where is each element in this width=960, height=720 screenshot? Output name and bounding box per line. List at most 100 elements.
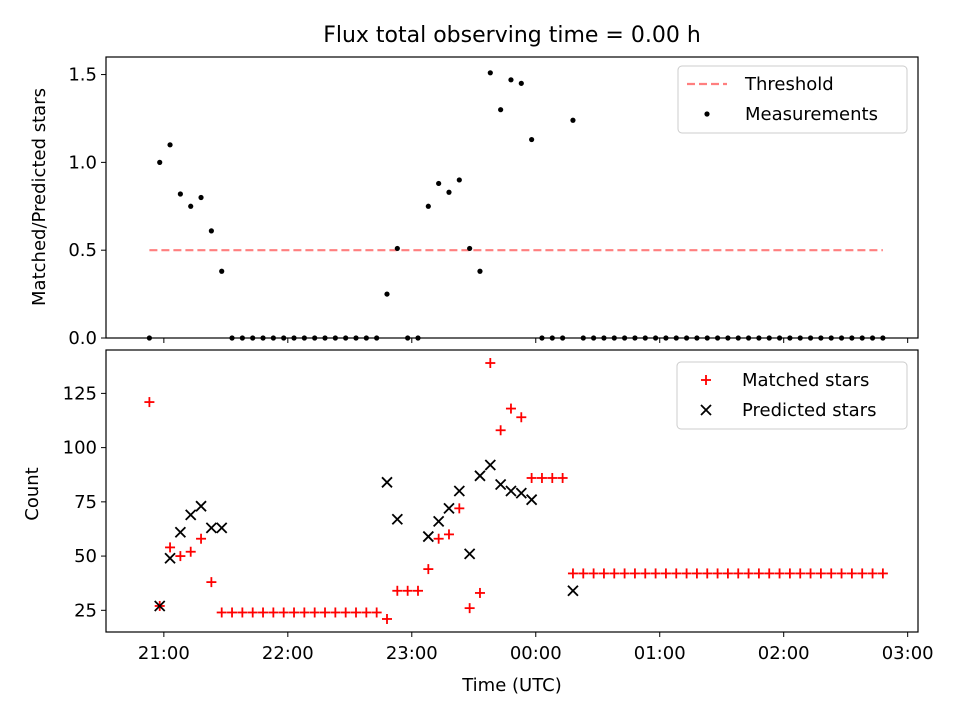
matched-star-point bbox=[867, 568, 878, 579]
ratio-plot-area: 0.0 0.5 1.0 1.5 bbox=[68, 56, 919, 349]
matched-star-point bbox=[753, 568, 764, 579]
count-axes-frame bbox=[105, 349, 919, 633]
matched-star-point bbox=[278, 607, 289, 618]
predicted-star-point bbox=[494, 478, 507, 491]
matched-star-point bbox=[660, 568, 671, 579]
ratio-legend-frame bbox=[677, 65, 908, 134]
predicted-star-point-b bbox=[381, 476, 393, 488]
measurement-point bbox=[188, 203, 194, 209]
measurement-point bbox=[498, 107, 504, 113]
matched-star-point bbox=[392, 585, 403, 596]
matched-star-point bbox=[619, 568, 630, 579]
matched-star-point bbox=[485, 358, 496, 369]
predicted-star-point-b bbox=[453, 485, 465, 497]
predicted-star-point bbox=[515, 487, 527, 499]
measurement-point bbox=[467, 245, 473, 252]
predicted-legend-marker-b bbox=[700, 404, 712, 416]
matched-star-point bbox=[691, 568, 702, 579]
matched-star-point bbox=[671, 568, 682, 579]
predicted-star-point bbox=[433, 515, 445, 528]
predicted-legend-marker bbox=[700, 404, 712, 416]
matched-star-point bbox=[227, 607, 238, 618]
predicted-star-point bbox=[422, 530, 434, 543]
measurement-point bbox=[157, 159, 163, 165]
matched-star-point bbox=[320, 607, 331, 618]
x-tick-label: 03:00 bbox=[882, 643, 934, 664]
predicted-star-point-b bbox=[391, 513, 403, 525]
matched-legend-marker bbox=[701, 375, 711, 385]
predicted-star-point-b bbox=[433, 515, 445, 528]
predicted-star-point bbox=[205, 522, 218, 534]
ratio-y-tick-label: 0.0 bbox=[68, 328, 97, 349]
x-tick-label: 00:00 bbox=[510, 643, 562, 664]
matched-star-point bbox=[165, 542, 176, 553]
predicted-star-point-b bbox=[494, 478, 507, 491]
predicted-star-point-b bbox=[567, 585, 579, 597]
matched-star-point bbox=[371, 607, 382, 618]
x-tick-label: 21:00 bbox=[138, 643, 190, 664]
matched-star-point bbox=[516, 412, 527, 423]
count-y-tick-label: 75 bbox=[74, 492, 97, 513]
predicted-star-point bbox=[567, 585, 579, 597]
ratio-panel: Flux total observing time = 0.00 h 0.00.… bbox=[29, 23, 919, 349]
matched-star-point bbox=[247, 607, 258, 618]
matched-star-point bbox=[351, 607, 362, 618]
ratio-axes-frame bbox=[105, 56, 919, 339]
measurement-point bbox=[477, 268, 483, 274]
matched-star-point bbox=[340, 607, 351, 618]
matched-star-point bbox=[454, 503, 465, 514]
measurement-point bbox=[384, 291, 390, 297]
predicted-star-point bbox=[474, 470, 486, 482]
matched-star-point bbox=[505, 403, 516, 414]
matched-star-point bbox=[185, 546, 196, 557]
predicted-star-point-b bbox=[154, 600, 166, 612]
matched-star-point bbox=[567, 568, 578, 579]
matched-star-point bbox=[722, 568, 733, 579]
matched-star-point bbox=[846, 568, 857, 579]
ratio-y-tick-label: 0.5 bbox=[68, 240, 97, 261]
x-tick-label: 01:00 bbox=[634, 643, 686, 664]
predicted-star-point bbox=[525, 494, 538, 506]
matched-star-point bbox=[640, 568, 651, 579]
matched-star-point bbox=[764, 568, 775, 579]
matched-star-point bbox=[474, 587, 485, 598]
measurement-point bbox=[436, 180, 442, 187]
measurements-legend-swatch bbox=[704, 111, 710, 117]
count-y-tick-label: 25 bbox=[74, 600, 97, 621]
measurements-legend-label: Measurements bbox=[745, 104, 878, 125]
ratio-y-axis-label: Matched/Predicted stars bbox=[29, 88, 50, 306]
measurement-point bbox=[570, 117, 576, 123]
matched-star-point bbox=[743, 568, 754, 579]
matched-star-point bbox=[433, 533, 444, 544]
predicted-star-point-b bbox=[205, 522, 218, 534]
measurement-point bbox=[529, 136, 535, 143]
matched-star-point bbox=[857, 568, 868, 579]
ratio-legend: Threshold Measurements bbox=[677, 65, 908, 134]
predicted-star-point bbox=[484, 459, 496, 471]
predicted-star-point bbox=[443, 502, 455, 514]
matched-star-point bbox=[412, 585, 423, 596]
ratio-y-tick-label: 1.5 bbox=[68, 65, 97, 86]
matched-star-point bbox=[712, 568, 723, 579]
matched-star-point bbox=[526, 472, 537, 483]
predicted-star-point bbox=[216, 522, 228, 534]
matched-star-point bbox=[557, 472, 568, 483]
matched-star-point bbox=[206, 577, 217, 588]
predicted-star-point-b bbox=[474, 470, 486, 482]
predicted-star-point bbox=[195, 500, 207, 512]
predicted-star-point bbox=[453, 485, 465, 497]
matched-stars-legend-label: Matched stars bbox=[742, 370, 869, 391]
matched-star-point bbox=[216, 607, 227, 618]
matched-star-point bbox=[196, 533, 207, 544]
predicted-star-point-b bbox=[195, 500, 207, 512]
predicted-star-point-b bbox=[515, 487, 527, 499]
x-tick-label: 02:00 bbox=[758, 643, 810, 664]
x-axis-label: Time (UTC) bbox=[461, 675, 562, 696]
x-tick-label: 22:00 bbox=[262, 643, 314, 664]
matched-star-point bbox=[588, 568, 599, 579]
matched-star-point bbox=[258, 607, 269, 618]
matched-star-point bbox=[443, 529, 454, 540]
x-tick-label: 23:00 bbox=[386, 643, 438, 664]
predicted-star-point-b bbox=[505, 485, 517, 497]
